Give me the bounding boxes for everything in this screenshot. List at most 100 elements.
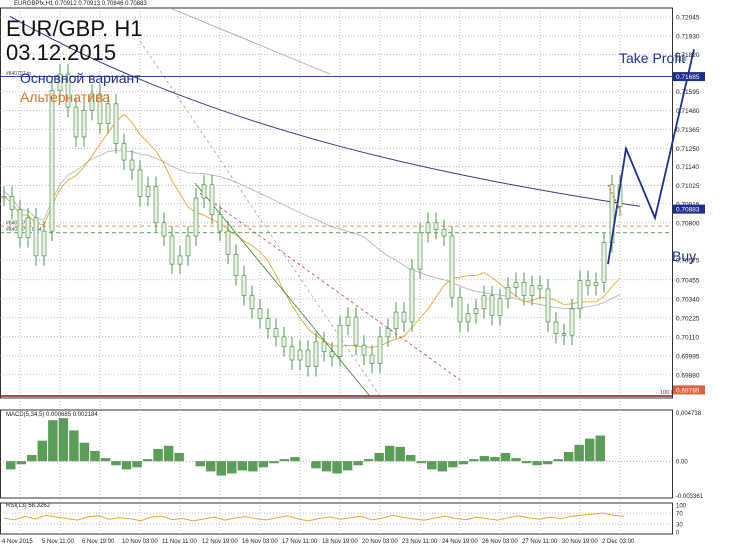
candle-body (553, 321, 559, 334)
macd-bar (237, 461, 248, 471)
price-pane-frame (0, 7, 673, 399)
candle-body (473, 308, 479, 315)
candle-body (497, 298, 503, 316)
price-tick-label: 0.69995 (676, 353, 700, 360)
candle-body (65, 73, 71, 108)
macd-bar (395, 446, 405, 462)
candle-body (433, 222, 439, 230)
macd-bar (374, 452, 384, 462)
candle-body (121, 143, 127, 161)
candle-body (177, 255, 183, 265)
macd-bar (353, 461, 363, 466)
price-tick-label: 0.70225 (676, 315, 700, 322)
macd-bar (142, 459, 153, 462)
macd-bar (521, 461, 532, 464)
macd-bar (79, 442, 90, 462)
candle-body (73, 106, 79, 138)
macd-bar (490, 457, 500, 462)
candle-body (89, 93, 95, 111)
candle-body (249, 295, 255, 310)
candle-body (265, 318, 271, 329)
macd-bar (163, 445, 174, 462)
candle-body (569, 308, 575, 336)
macd-bar (563, 451, 574, 462)
current-price-tag (673, 204, 705, 214)
candle-body (385, 328, 391, 338)
candle-body (393, 311, 399, 329)
take-profit-tag (673, 72, 705, 82)
macd-bar (479, 456, 490, 462)
price-tick-label: 0.71595 (676, 89, 700, 96)
price-tick-label: 0.70575 (676, 258, 700, 265)
macd-bar (458, 461, 469, 465)
price-tick-label: 0.70455 (676, 277, 700, 284)
macd-tick-label: 0.004738 (676, 411, 702, 417)
candle-body (521, 282, 527, 296)
macd-bar (532, 461, 542, 466)
macd-bar (416, 461, 426, 464)
macd-bar (595, 435, 605, 462)
candle-body (361, 344, 367, 356)
macd-bar (37, 440, 48, 462)
time-tick-label: 24 Nov 19:00 (442, 539, 478, 545)
candle-body (289, 346, 295, 361)
candle-body (145, 186, 151, 197)
candle-body (297, 349, 303, 361)
candle-body (225, 230, 231, 255)
macd-bar (111, 461, 121, 466)
macd-bar (90, 450, 100, 462)
macd-pane-frame (0, 409, 673, 499)
candle-body (457, 296, 463, 323)
low-price-tag (673, 385, 705, 395)
macd-bar (16, 461, 26, 465)
price-axis: 0.72045 0.71930 0.71820 0.71595 0.71480 0.713… (673, 15, 705, 537)
time-tick-label: 5 Nov 11:00 (42, 539, 75, 545)
price-tick-label: 0.71365 (676, 127, 700, 134)
candle-body (529, 285, 535, 296)
candle-body (577, 280, 583, 310)
candle-body (185, 235, 191, 257)
time-tick-label: 12 Nov 19:00 (202, 539, 238, 545)
candle-body (273, 328, 279, 338)
macd-histogram (0, 418, 672, 476)
level-label: #840707 sl 0.04 (6, 227, 42, 233)
macd-bar (69, 430, 79, 462)
candle-body (129, 159, 135, 171)
price-tick-label: 0.72045 (676, 15, 700, 22)
price-tick-label: 0.70800 (676, 220, 700, 227)
candle-body (561, 333, 567, 336)
time-tick-label: 26 Nov 03:00 (482, 539, 518, 545)
forecast-main-arrow (607, 49, 695, 265)
candle-body (81, 110, 87, 138)
candle-body (9, 196, 15, 210)
macd-bar (216, 461, 226, 476)
candle-body (465, 313, 471, 323)
macd-bar (290, 457, 300, 462)
candle-body (441, 229, 447, 237)
trend-red (199, 192, 461, 381)
candle-body (305, 349, 311, 367)
macd-bar (58, 418, 69, 462)
ma-navy (9, 15, 641, 207)
candle-body (425, 222, 431, 234)
time-tick-label: 10 Nov 03:00 (122, 539, 158, 545)
candle-body (505, 286, 511, 300)
macd-header: MACD(5,34,5) 0.000685 0.002184 (6, 412, 98, 418)
macd-bar (269, 461, 279, 464)
candle-body (345, 316, 351, 326)
price-tick-label: 0.71140 (676, 164, 699, 171)
symbol-title: EUR/GBP. H1 (6, 16, 143, 41)
macd-bar (311, 461, 321, 469)
candle-body (137, 169, 143, 197)
price-tick-label: 0.71820 (676, 52, 700, 59)
candle-body (481, 295, 487, 310)
candle-body (201, 184, 207, 199)
macd-bar (121, 461, 132, 470)
ma-orange (3, 113, 621, 348)
macd-bar (332, 461, 342, 474)
macd-bar (100, 458, 111, 462)
time-tick-label: 30 Nov 19:00 (562, 539, 598, 545)
macd-bar (553, 459, 563, 462)
price-tick-label: 0.70110 (676, 334, 699, 341)
